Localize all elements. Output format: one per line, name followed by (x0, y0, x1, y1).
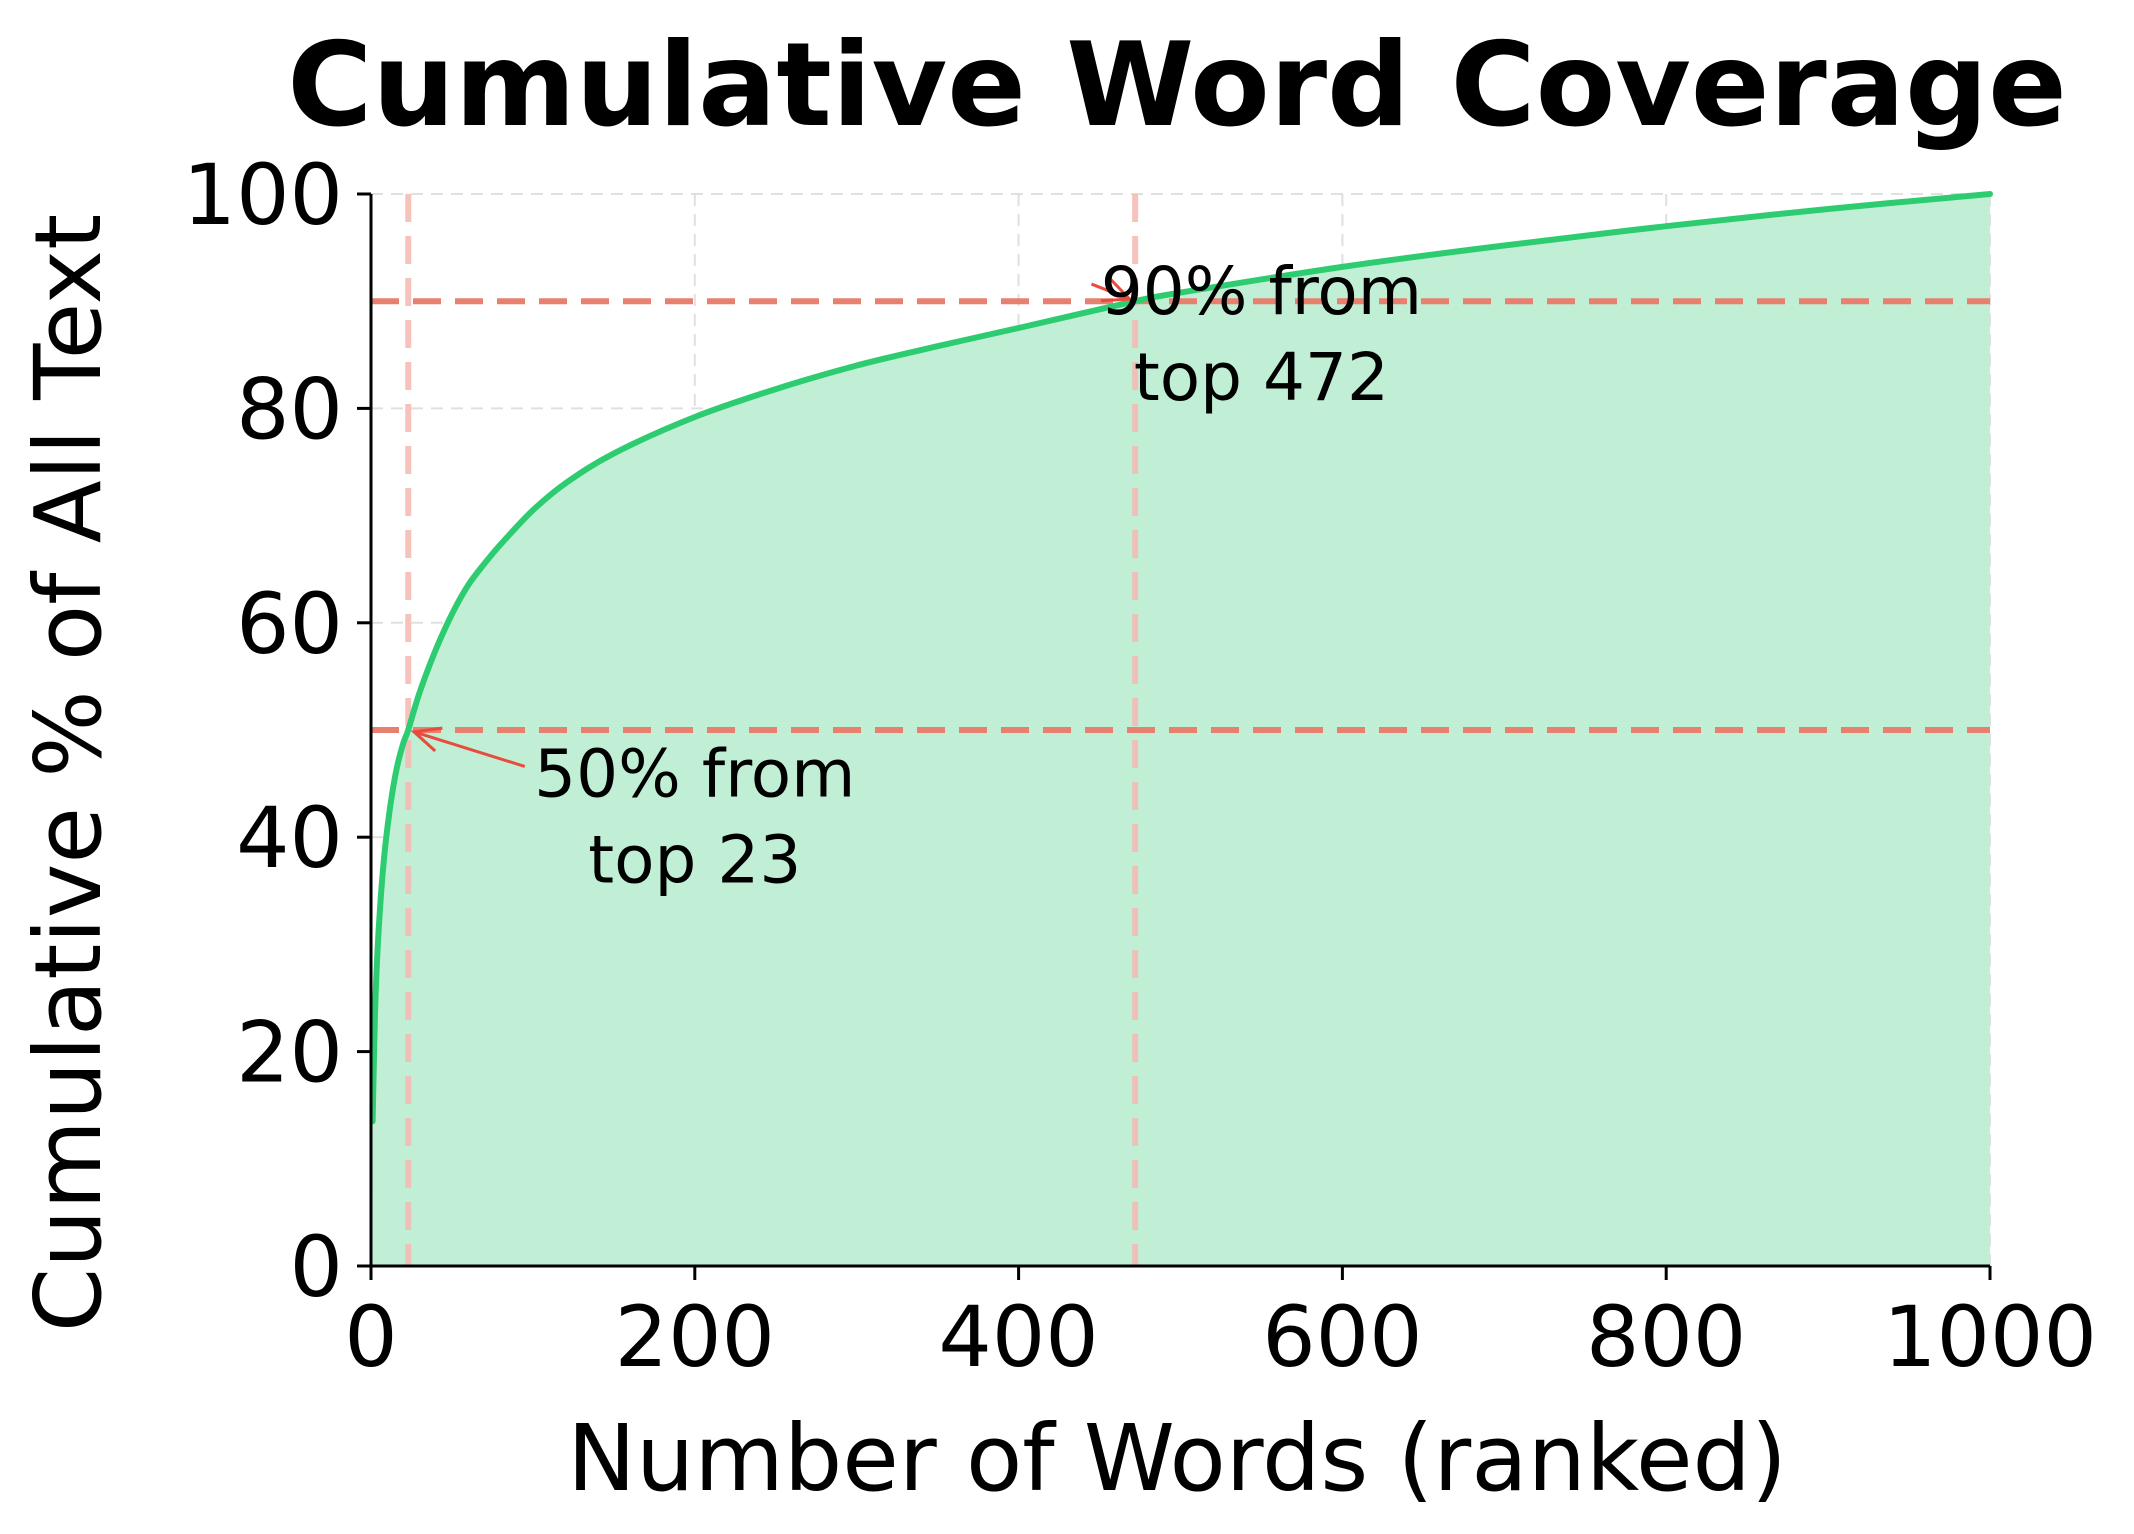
axes (369, 194, 1990, 1268)
coverage-curve (369, 191, 1993, 1125)
annotation-arrow-head (1100, 277, 1133, 303)
y-tick-label: 100 (183, 146, 343, 244)
reference-lines (371, 194, 1990, 1266)
y-tick-label: 40 (236, 789, 343, 887)
x-tick-label: 600 (1262, 1288, 1422, 1386)
annotation-text-line: top 472 (1134, 339, 1389, 416)
x-tick-label: 400 (938, 1288, 1098, 1386)
annotations: 50% from top 23 90% from top 472 (410, 253, 1422, 898)
annotation-text-line: 90% from (1101, 253, 1422, 330)
annotation-1: 50% from top 23 (410, 726, 855, 898)
y-ticks: 0 20 40 60 80 100 (183, 146, 371, 1316)
annotation-arrow-shaft (413, 730, 526, 768)
x-tick-label: 200 (615, 1288, 775, 1386)
y-tick-label: 0 (290, 1218, 343, 1316)
y-axis-label: Cumulative % of All Text (15, 214, 122, 1332)
x-tick-label: 0 (344, 1288, 397, 1386)
chart-title: Cumulative Word Coverage (287, 18, 2067, 153)
x-axis-label: Number of Words (ranked) (567, 1405, 1787, 1512)
y-tick-label: 80 (236, 360, 343, 458)
annotation-text-line: 50% from (534, 735, 855, 812)
y-tick-label: 60 (236, 575, 343, 673)
y-tick-label: 20 (236, 1004, 343, 1102)
x-ticks: 0 200 400 600 800 1000 (344, 1266, 2097, 1386)
annotation-arrow-shaft (1090, 282, 1131, 301)
annotation-arrow-head (410, 726, 443, 753)
x-tick-label: 800 (1586, 1288, 1746, 1386)
x-tick-label: 1000 (1883, 1288, 2097, 1386)
annotation-text-line: top 23 (588, 821, 801, 898)
coverage-line (369, 191, 1993, 1125)
annotation-2: 90% from top 472 (1090, 253, 1422, 416)
